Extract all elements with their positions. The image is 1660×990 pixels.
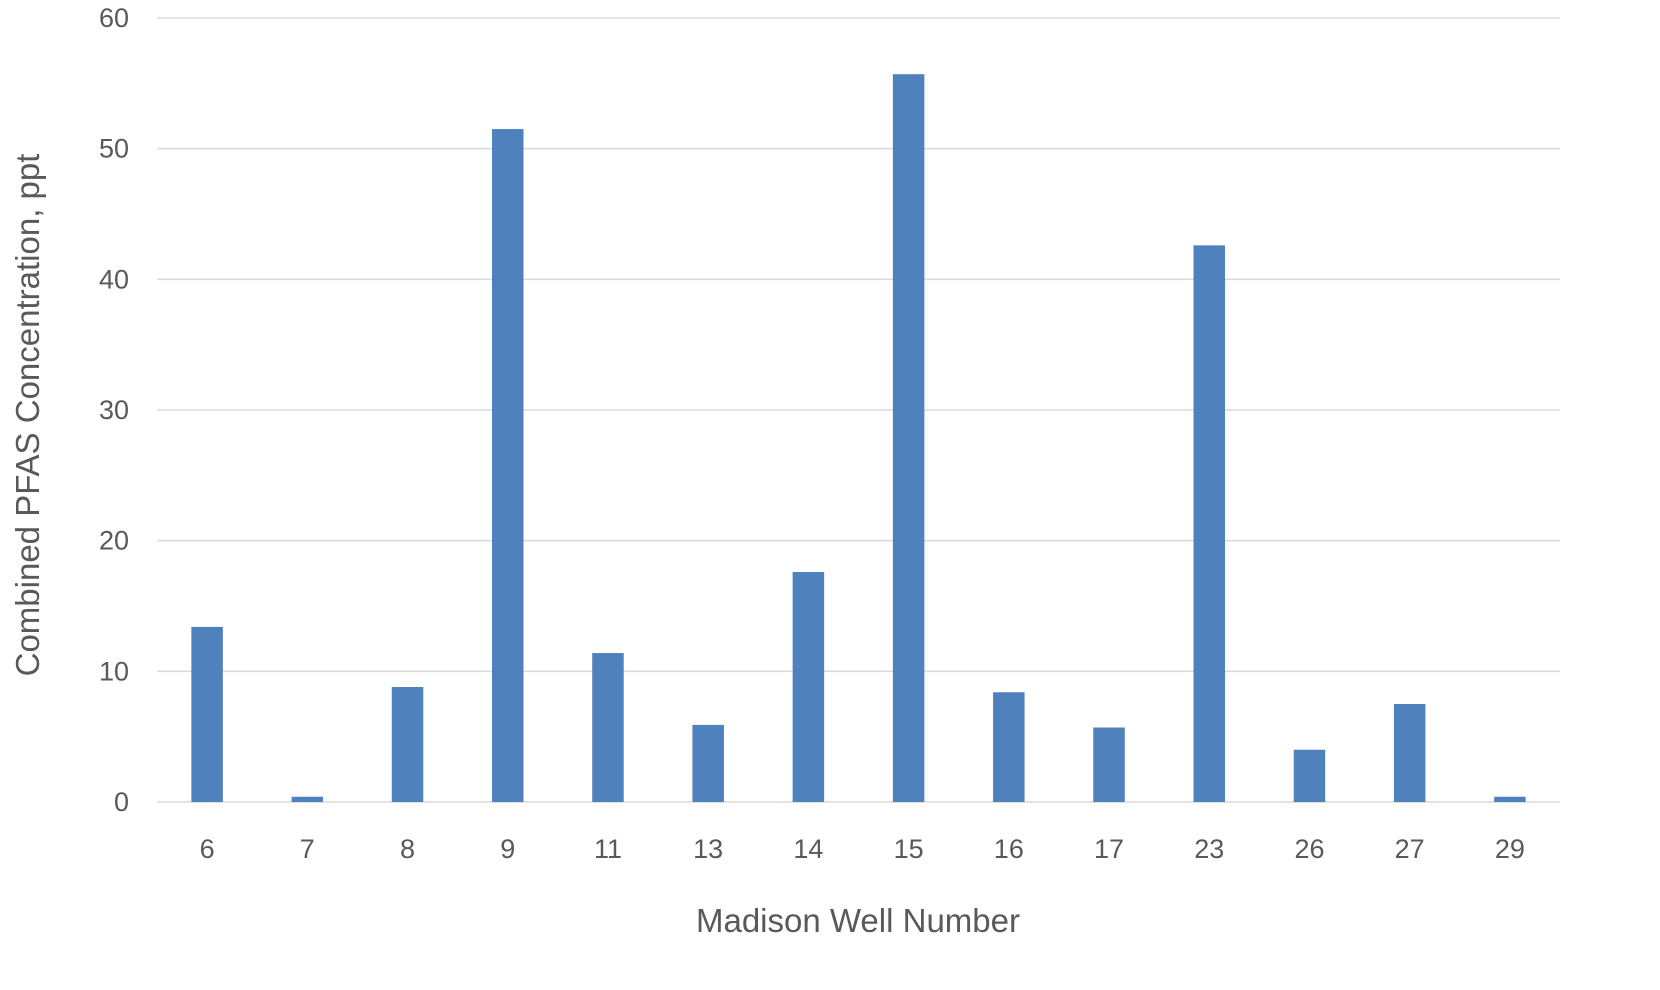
x-tick-label: 17 — [1094, 834, 1124, 864]
y-tick-label: 30 — [99, 395, 129, 425]
x-tick-label: 29 — [1495, 834, 1525, 864]
bar-well-26 — [1293, 749, 1326, 802]
x-tick-label: 8 — [400, 834, 415, 864]
bar-well-16 — [993, 692, 1025, 802]
bar-well-14 — [792, 572, 825, 802]
x-tick-label: 27 — [1395, 834, 1425, 864]
x-tick-label: 15 — [894, 834, 924, 864]
x-tick-label: 9 — [500, 834, 515, 864]
bar-well-7 — [291, 796, 324, 802]
bar-well-6 — [191, 626, 223, 802]
y-tick-label: 50 — [99, 134, 129, 164]
bar-well-23 — [1193, 245, 1225, 803]
y-axis-title: Combined PFAS Concentration, ppt — [9, 154, 46, 677]
x-tick-label: 14 — [793, 834, 823, 864]
bar-well-8 — [391, 687, 424, 802]
y-tick-label: 10 — [99, 656, 129, 686]
bar-well-29 — [1494, 796, 1526, 802]
x-tick-label: 13 — [693, 834, 723, 864]
y-tick-label: 60 — [99, 3, 129, 33]
x-axis-title: Madison Well Number — [696, 902, 1020, 939]
bar-well-27 — [1393, 704, 1426, 802]
x-tick-label: 16 — [994, 834, 1024, 864]
bar-well-13 — [692, 724, 724, 802]
bar-well-15 — [892, 74, 925, 803]
x-tick-label: 11 — [594, 834, 622, 864]
gridlines — [157, 17, 1560, 803]
bar-well-11 — [592, 653, 624, 802]
bars — [191, 74, 1526, 803]
x-axis-ticks: 6 7 8 9 11 13 14 15 16 17 23 26 27 29 — [200, 834, 1525, 864]
bar-well-17 — [1093, 727, 1125, 802]
y-tick-label: 40 — [99, 264, 129, 294]
x-tick-label: 7 — [300, 834, 315, 864]
y-tick-label: 0 — [114, 787, 129, 817]
y-axis-ticks: 0 10 20 30 40 50 60 — [99, 3, 129, 817]
bar-well-9 — [492, 129, 524, 803]
x-tick-label: 26 — [1294, 834, 1324, 864]
y-tick-label: 20 — [99, 526, 129, 556]
x-tick-label: 23 — [1194, 834, 1224, 864]
x-tick-label: 6 — [200, 834, 215, 864]
